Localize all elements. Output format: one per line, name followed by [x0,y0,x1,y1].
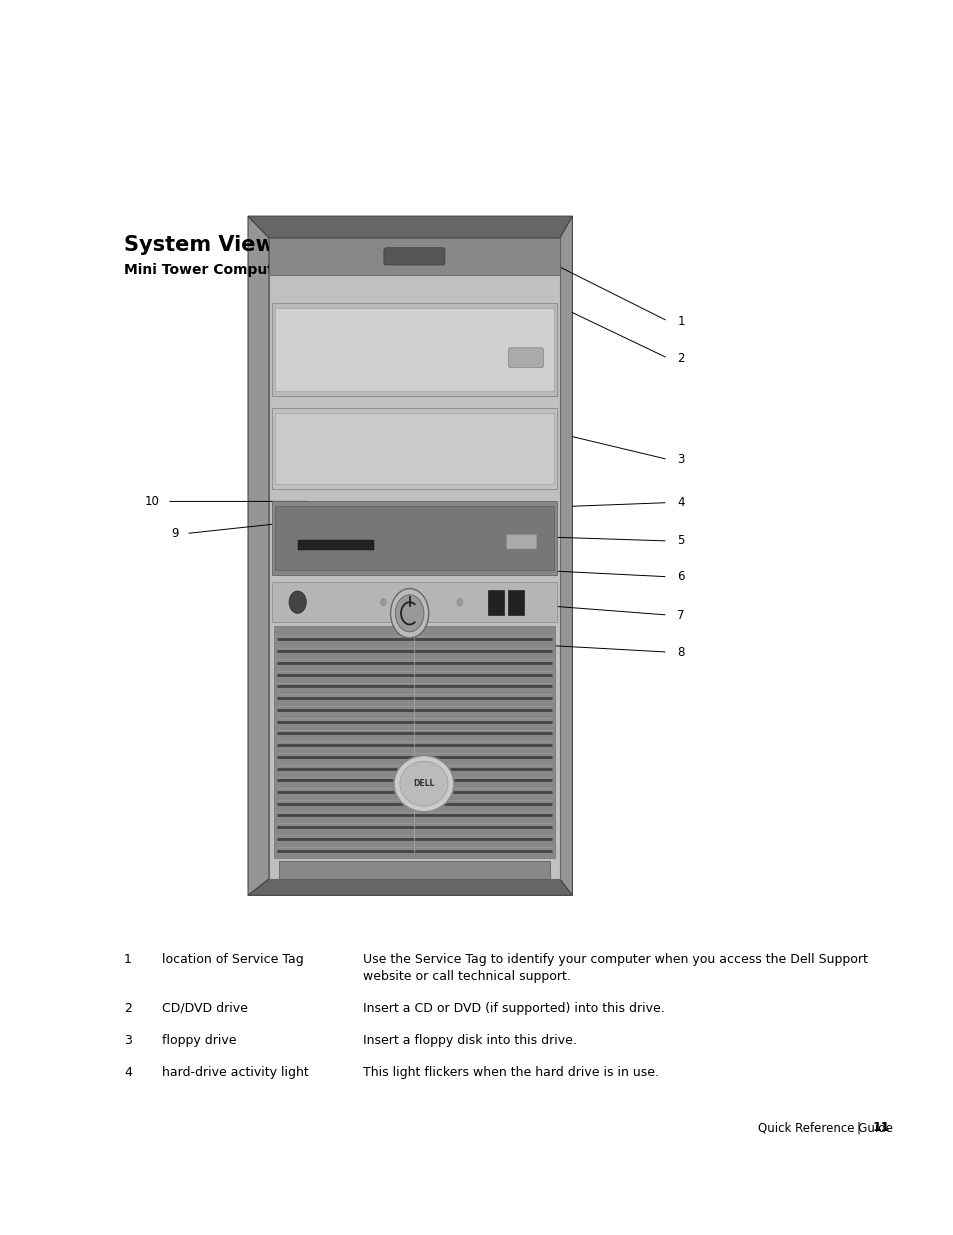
Bar [274,626,555,858]
Text: 4: 4 [677,496,684,509]
Text: 11: 11 [872,1121,889,1135]
FancyBboxPatch shape [506,535,537,550]
Bar [274,309,554,391]
Text: 2: 2 [124,1002,132,1015]
Text: 4: 4 [124,1066,132,1079]
Circle shape [289,592,306,614]
Polygon shape [248,879,572,895]
Polygon shape [559,216,572,895]
Text: Quick Reference Guide: Quick Reference Guide [758,1121,893,1135]
Bar [272,409,557,489]
Text: 10: 10 [144,495,159,508]
Text: 5: 5 [677,535,684,547]
Text: |: | [856,1121,860,1135]
Polygon shape [248,216,269,895]
Text: This light flickers when the hard drive is in use.: This light flickers when the hard drive … [362,1066,658,1079]
Bar [278,861,550,879]
FancyBboxPatch shape [383,248,444,266]
Bar [488,590,503,615]
FancyBboxPatch shape [269,238,559,879]
Bar [508,590,523,615]
FancyBboxPatch shape [508,348,543,368]
Text: 1: 1 [124,953,132,967]
Text: 1: 1 [677,315,684,327]
Text: hard-drive activity light: hard-drive activity light [162,1066,309,1079]
Text: 9: 9 [171,527,178,540]
Text: Mini Tower Computer — Front View: Mini Tower Computer — Front View [124,263,397,277]
Text: 7: 7 [677,609,684,621]
Bar [274,506,554,571]
Text: Use the Service Tag to identify your computer when you access the Dell Support
w: Use the Service Tag to identify your com… [362,953,866,983]
Ellipse shape [399,761,448,806]
Text: 3: 3 [677,453,684,466]
Circle shape [395,595,423,632]
Text: System Views: System Views [124,235,287,254]
Text: 6: 6 [677,571,684,583]
Text: 3: 3 [124,1034,132,1047]
Circle shape [418,599,424,606]
Polygon shape [248,216,572,238]
Text: location of Service Tag: location of Service Tag [162,953,304,967]
Text: floppy drive: floppy drive [162,1034,236,1047]
Bar [297,541,374,551]
Text: Insert a CD or DVD (if supported) into this drive.: Insert a CD or DVD (if supported) into t… [362,1002,663,1015]
Text: DELL: DELL [413,779,435,788]
Ellipse shape [394,756,454,811]
Text: 2: 2 [677,352,684,364]
Circle shape [380,599,386,606]
Text: CD/DVD drive: CD/DVD drive [162,1002,248,1015]
Text: Insert a floppy disk into this drive.: Insert a floppy disk into this drive. [362,1034,576,1047]
Bar [274,414,554,484]
Bar [269,238,559,275]
Bar [272,583,557,622]
Bar [272,304,557,396]
Bar [272,501,557,576]
Circle shape [456,599,462,606]
Circle shape [390,589,428,638]
Text: 8: 8 [677,646,684,658]
